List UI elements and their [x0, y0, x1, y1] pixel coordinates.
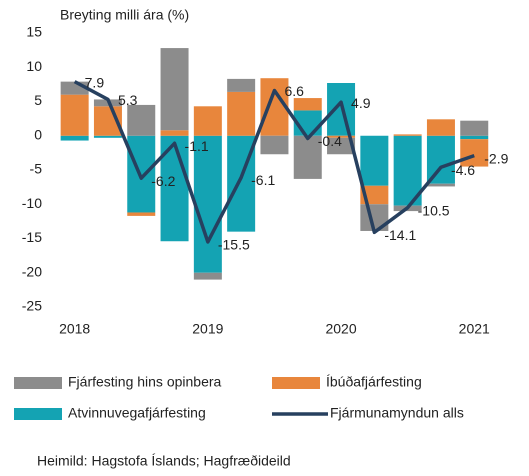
y-tick-label: 0: [34, 126, 42, 142]
data-label: -4.6: [451, 162, 475, 178]
data-label: -14.1: [384, 227, 416, 243]
data-label: -6.2: [151, 173, 175, 189]
y-tick-label: -20: [22, 263, 42, 279]
legend-swatch: [272, 377, 320, 389]
bar: [227, 78, 256, 92]
data-label: 6.6: [284, 83, 304, 99]
data-label: -10.5: [418, 202, 450, 218]
bar: [127, 104, 156, 136]
data-label: -2.9: [484, 150, 508, 166]
bar: [93, 135, 122, 138]
y-tick-label: 5: [34, 92, 42, 108]
bar: [426, 119, 455, 136]
y-tick-label: -15: [22, 229, 42, 245]
bar: [227, 91, 256, 136]
bar: [460, 120, 489, 136]
bar: [260, 135, 289, 155]
bar: [193, 106, 222, 136]
bar: [426, 183, 455, 187]
bar: [327, 83, 356, 136]
y-tick-label: 15: [26, 24, 42, 40]
y-tick-label: -5: [30, 161, 43, 177]
bar: [60, 135, 89, 141]
bar: [193, 135, 222, 273]
bar: [426, 135, 455, 184]
bar: [460, 139, 489, 167]
bar: [460, 135, 489, 140]
source: Heimild: Hagstofa Íslands; Hagfræðideild: [37, 453, 291, 469]
legend-label: Fjárfesting hins opinbera: [68, 374, 222, 390]
data-label: -0.4: [318, 133, 342, 149]
data-label: -6.1: [251, 172, 275, 188]
bar: [293, 98, 322, 111]
x-tick-label: 2018: [59, 321, 90, 337]
data-label: -1.1: [185, 138, 209, 154]
x-tick-label: 2021: [459, 321, 490, 337]
bar: [327, 137, 356, 155]
bar: [327, 135, 356, 138]
legend-label: Atvinnuvegafjárfesting: [68, 405, 206, 421]
bar: [160, 130, 189, 136]
legend-swatch: [14, 408, 62, 420]
bar: [293, 135, 322, 179]
bar: [127, 212, 156, 216]
bar: [193, 272, 222, 280]
data-label: 7.9: [85, 74, 105, 90]
bar: [60, 94, 89, 136]
legend-label: Fjármunamyndun alls: [330, 405, 464, 421]
legend-swatch: [14, 377, 62, 389]
line: [73, 80, 475, 244]
y-tick-label: -25: [22, 298, 42, 314]
bar: [160, 48, 189, 131]
data-label: 5.3: [118, 92, 138, 108]
bar: [360, 135, 389, 186]
x-tick-label: 2019: [192, 321, 223, 337]
legend-label: Íbúðafjárfesting: [326, 374, 422, 390]
y-tick-label: -10: [22, 195, 42, 211]
data-label: -15.5: [218, 237, 250, 253]
y-tick-label: 10: [26, 58, 42, 74]
y-axis-label: Breyting milli ára (%): [60, 7, 189, 23]
x-tick-label: 2020: [325, 321, 356, 337]
data-label: 4.9: [351, 95, 371, 111]
bar: [393, 134, 422, 136]
